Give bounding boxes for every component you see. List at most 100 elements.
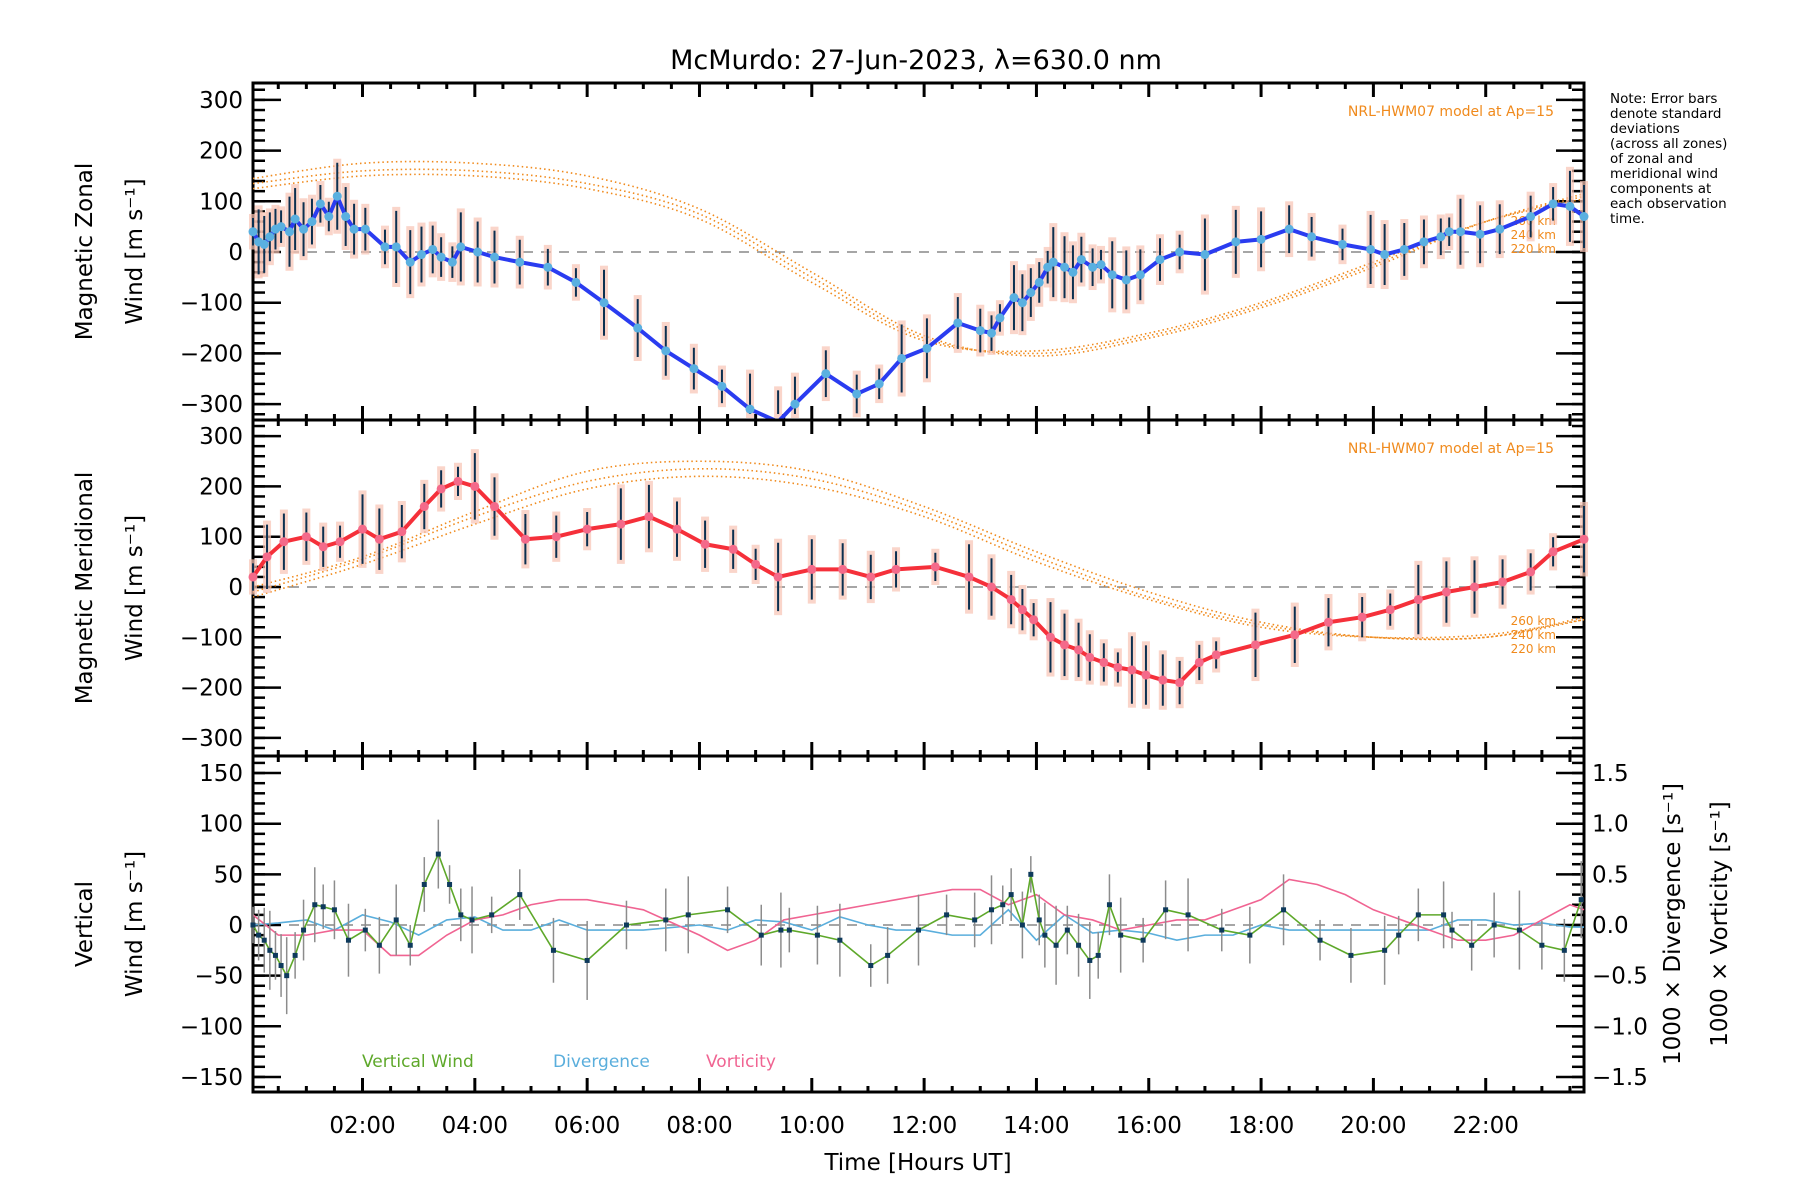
wind-point bbox=[751, 559, 761, 569]
vertical-wind-point bbox=[944, 912, 950, 918]
vertical-wind-point bbox=[837, 937, 843, 943]
wind-point bbox=[1256, 234, 1266, 244]
wind-point bbox=[1026, 288, 1036, 298]
vertical-wind-point bbox=[1382, 947, 1388, 953]
vertical-wind-point bbox=[278, 963, 284, 969]
y-tick-label: 0 bbox=[228, 575, 243, 601]
wind-point bbox=[1135, 270, 1145, 280]
wind-point bbox=[1099, 657, 1109, 667]
vertical-wind-point bbox=[345, 937, 351, 943]
wind-point bbox=[866, 572, 876, 582]
wind-line bbox=[253, 479, 1584, 685]
note-line: of zonal and bbox=[1610, 151, 1693, 167]
vertical-wind-point bbox=[1247, 932, 1253, 938]
vertical-wind-point bbox=[250, 922, 256, 928]
wind-point bbox=[419, 502, 429, 512]
vertical-wind-point bbox=[1008, 892, 1014, 898]
wind-point bbox=[453, 476, 463, 486]
wind-point bbox=[1211, 650, 1221, 660]
wind-point bbox=[380, 242, 390, 252]
wind-point bbox=[1455, 227, 1465, 237]
wind-point bbox=[1113, 662, 1123, 672]
vertical-wind-point bbox=[1469, 942, 1475, 948]
wind-point bbox=[922, 343, 932, 353]
wind-point bbox=[1068, 267, 1078, 277]
wind-point bbox=[265, 232, 275, 242]
wind-point bbox=[582, 524, 592, 534]
wind-point bbox=[279, 537, 289, 547]
y-axis-label-line1: Vertical bbox=[72, 881, 98, 967]
wind-point bbox=[995, 313, 1005, 323]
y-tick-label: 300 bbox=[199, 424, 243, 450]
wind-point bbox=[1419, 237, 1429, 247]
wind-point bbox=[644, 512, 654, 522]
vertical-wind-point bbox=[725, 907, 731, 913]
wind-point bbox=[1158, 675, 1168, 685]
note-line: deviations bbox=[1610, 121, 1680, 137]
right-tick-label: 0.0 bbox=[1592, 913, 1629, 939]
wind-point bbox=[1579, 212, 1589, 222]
vertical-wind-point bbox=[685, 912, 691, 918]
vertical-wind-point bbox=[292, 952, 298, 958]
vertical-wind-point bbox=[1396, 932, 1402, 938]
legend-vorticity: Vorticity bbox=[706, 1052, 776, 1072]
wind-point bbox=[1074, 645, 1084, 655]
wind-point bbox=[470, 481, 480, 491]
vertical-wind-point bbox=[1491, 922, 1497, 928]
vertical-wind-point bbox=[1415, 912, 1421, 918]
y-tick-label: 0 bbox=[228, 240, 243, 266]
wind-point bbox=[1085, 652, 1095, 662]
vertical-wind-point bbox=[1578, 897, 1584, 903]
legend-divergence: Divergence bbox=[553, 1052, 650, 1072]
note-line: meridional wind bbox=[1610, 166, 1718, 182]
zonal-wind-panel: 300 200 100 0 −100 −200 −300 Magnetic Zonal Wind… bbox=[72, 81, 1589, 422]
model-curve-240km bbox=[253, 467, 1584, 640]
wind-point bbox=[1579, 534, 1589, 544]
legend-vertical-wind: Vertical Wind bbox=[362, 1052, 474, 1072]
model-label: NRL-HWM07 model at Ap=15 bbox=[1348, 441, 1554, 457]
wind-point bbox=[1141, 670, 1151, 680]
x-tick-label: 20:00 bbox=[1340, 1113, 1406, 1139]
wind-point bbox=[307, 217, 317, 227]
y-axis-label-line1: Magnetic Meridional bbox=[72, 472, 98, 705]
wind-point bbox=[276, 222, 286, 232]
y-tick-label: 100 bbox=[199, 525, 243, 551]
wind-point bbox=[1076, 255, 1086, 265]
wind-point bbox=[551, 532, 561, 542]
vertical-wind-point bbox=[376, 942, 382, 948]
wind-point bbox=[299, 224, 309, 234]
wind-point bbox=[428, 244, 438, 254]
model-curve-220km bbox=[253, 475, 1584, 639]
wind-point bbox=[324, 212, 334, 222]
model-altitude-label: 220 km bbox=[1511, 242, 1556, 256]
wind-point bbox=[489, 252, 499, 262]
vertical-wind-point bbox=[1441, 912, 1447, 918]
wind-point bbox=[987, 328, 997, 338]
wind-point bbox=[672, 524, 682, 534]
vertical-wind-point bbox=[885, 952, 891, 958]
y-tick-label: 150 bbox=[199, 761, 243, 787]
y-tick-label: −200 bbox=[180, 341, 243, 367]
wind-point bbox=[1175, 247, 1185, 257]
chart-title: McMurdo: 27-Jun-2023, λ=630.0 nm bbox=[670, 45, 1162, 76]
wind-point bbox=[1029, 615, 1039, 625]
vertical-wind-point bbox=[320, 904, 326, 910]
wind-point bbox=[891, 564, 901, 574]
wind-point bbox=[1441, 587, 1451, 597]
wind-point bbox=[456, 242, 466, 252]
wind-point bbox=[1548, 199, 1558, 209]
wind-point bbox=[360, 224, 370, 234]
right-tick-label: −1.5 bbox=[1592, 1065, 1648, 1091]
x-tick-label: 10:00 bbox=[779, 1113, 845, 1139]
wind-point bbox=[930, 562, 940, 572]
wind-point bbox=[1385, 605, 1395, 615]
wind-point bbox=[807, 564, 817, 574]
wind-point bbox=[1495, 224, 1505, 234]
wind-point bbox=[616, 519, 626, 529]
vertical-wind-point bbox=[989, 907, 995, 913]
wind-point bbox=[821, 369, 831, 379]
right-tick-label: 1.0 bbox=[1592, 812, 1629, 838]
wind-point bbox=[1017, 298, 1027, 308]
meridional-wind-panel: 300 200 100 0 −100 −200 −300 Magnetic Meridiona… bbox=[72, 418, 1589, 758]
vertical-wind-point bbox=[469, 917, 475, 923]
